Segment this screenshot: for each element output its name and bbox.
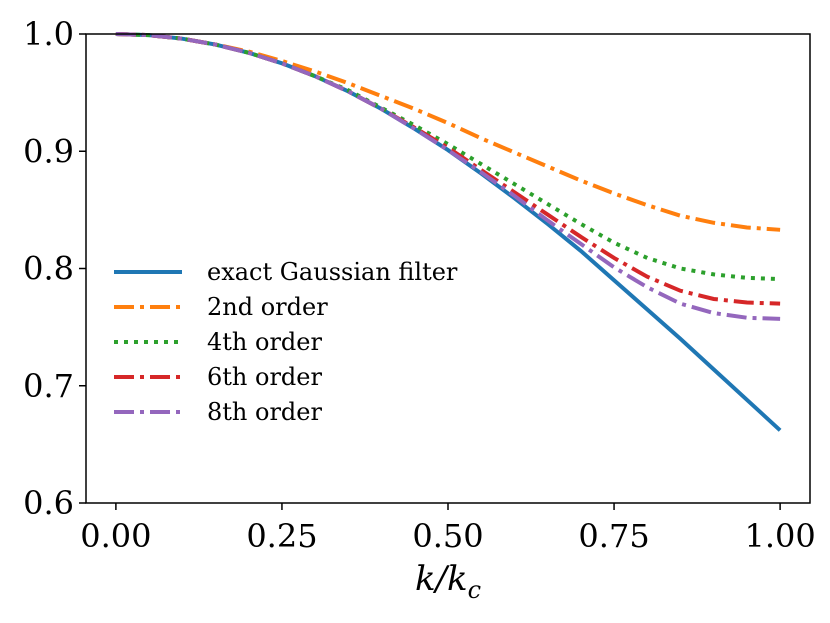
series-line-5 (115, 32, 781, 321)
x-tick-label: 1.00 (744, 517, 815, 555)
x-axis-title-subscript: c (468, 576, 481, 604)
y-tick-label: 0.6 (23, 484, 74, 522)
series-line-2 (115, 32, 781, 232)
series-layer (115, 32, 782, 432)
y-tick-label: 0.9 (23, 132, 74, 170)
x-tick-label: 0.25 (246, 517, 317, 555)
x-tick-label: 0.00 (80, 517, 151, 555)
legend-label-2: 2nd order (207, 293, 328, 321)
x-tick-label: 0.50 (412, 517, 483, 555)
y-tick-label: 0.8 (23, 250, 74, 288)
legend: exact Gaussian filter 2nd order 4th order 6… (114, 258, 458, 426)
x-axis-title-main: k/k (415, 559, 468, 599)
legend-label-4: 6th order (207, 363, 322, 391)
legend-label-1: exact Gaussian filter (207, 258, 458, 286)
legend-label-5: 8th order (207, 398, 322, 426)
y-tick-label: 0.7 (23, 367, 74, 405)
x-axis-title: k/kc (415, 559, 481, 604)
y-tick-label: 1.0 (23, 15, 74, 53)
series-line-3 (115, 32, 781, 282)
legend-label-3: 4th order (207, 328, 322, 356)
ticks-layer: 0.00 0.25 0.50 0.75 1.00 0.6 0.7 0.8 0.9 1.0 (23, 15, 816, 555)
x-tick-label: 0.75 (578, 517, 649, 555)
